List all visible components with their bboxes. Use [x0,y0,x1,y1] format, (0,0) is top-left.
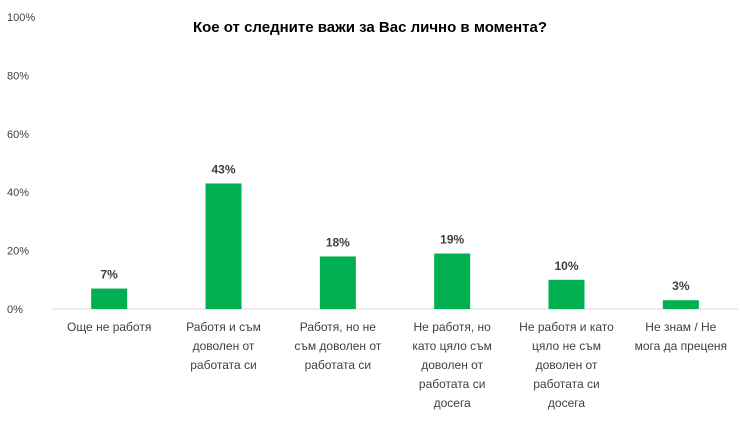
y-tick-label: 80% [7,70,29,82]
category-label: Работя и съм доволен от работата си [186,320,261,372]
bar-value-label: 7% [100,268,118,282]
category-label: Работя, но не съм доволен от работата си [294,320,381,372]
category-label-line: Работя, но не [300,320,376,334]
y-tick-label: 60% [7,129,29,141]
category-label-line: работата си [305,358,371,372]
category-label-line: доволен от [421,358,483,372]
bar [548,279,585,309]
bar-value-label: 3% [672,279,690,293]
category-label-line: съм доволен от [294,339,381,353]
category-label-line: досега [548,396,585,410]
bar-value-label: 10% [554,259,578,273]
category-label: Още не работя [67,320,151,334]
bar [319,256,356,309]
bar [662,300,699,309]
y-tick-label: 100% [7,12,35,24]
y-tick-label: 40% [7,187,29,199]
bars-group [91,183,699,309]
category-label-line: Не работя и като [519,320,614,334]
category-label: Не работя и като цяло не съм доволен от раб… [519,320,614,410]
category-label-line: цяло не съм [532,339,601,353]
chart-title: Кое от следните важи за Вас лично в моме… [193,19,547,36]
category-label-line: работата си [419,377,485,391]
category-label: Не знам / Не мога да преценя [635,320,727,353]
category-label-line: като цяло съм [412,339,492,353]
value-labels-group: 7% 43% 18% 19% 10% 3% [100,162,689,293]
category-label-line: работата си [190,358,256,372]
bar-value-label: 18% [326,235,350,249]
bar-value-label: 43% [211,162,235,176]
category-label-line: доволен от [536,358,598,372]
y-axis-ticks: 0% 20% 40% 60% 80% 100% [7,12,35,316]
bar [91,288,128,309]
category-label: Не работя, но като цяло съм доволен от рабо… [412,320,492,410]
category-label-line: досега [434,396,471,410]
category-label-line: доволен от [193,339,255,353]
category-label-line: Не работя, но [414,320,492,334]
bar [205,183,242,309]
category-labels-group: Още не работя Работя и съм доволен от работ… [67,320,727,410]
y-tick-label: 20% [7,246,29,258]
category-label-line: Работя и съм [186,320,261,334]
bar [434,253,471,309]
category-label-line: работата си [533,377,599,391]
category-label-line: Не знам / Не [645,320,716,334]
category-label-line: Още не работя [67,320,151,334]
y-tick-label: 0% [7,304,23,316]
bar-value-label: 19% [440,233,464,247]
category-label-line: мога да преценя [635,339,727,353]
